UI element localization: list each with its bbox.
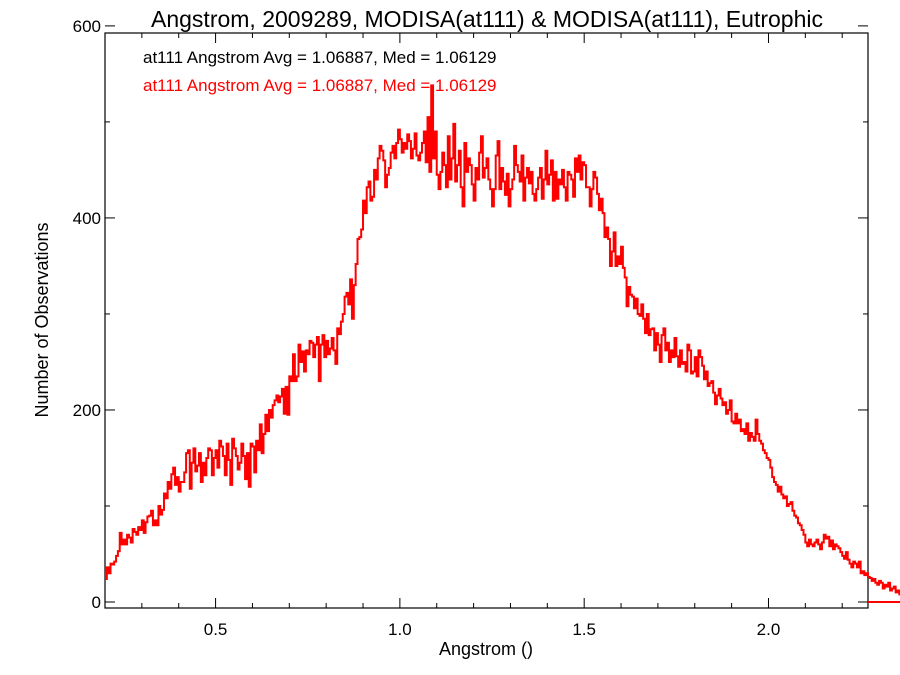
y-tick-label: 200 [73,401,101,420]
plot-frame [104,32,869,609]
x-tick-label: 1.5 [572,620,596,639]
annotation-red: at111 Angstrom Avg = 1.06887, Med = 1.06… [143,76,497,95]
y-tick-label: 400 [73,209,101,228]
x-tick-label: 1.0 [388,620,412,639]
x-axis-label: Angstrom () [439,639,533,659]
annotation-black: at111 Angstrom Avg = 1.06887, Med = 1.06… [143,48,497,67]
x-tick-label: 2.0 [757,620,781,639]
x-tick-label: 0.5 [204,620,228,639]
y-axis-label: Number of Observations [32,222,52,417]
y-axis: 0 200 400 600 [73,17,868,612]
x-axis: 0.5 1.0 1.5 2.0 [141,33,843,639]
y-tick-label: 600 [73,17,101,36]
y-tick-label: 0 [92,593,101,612]
chart-title: Angstrom, 2009289, MODISA(at111) & MODIS… [151,6,823,32]
histogram-line-series [105,84,900,603]
